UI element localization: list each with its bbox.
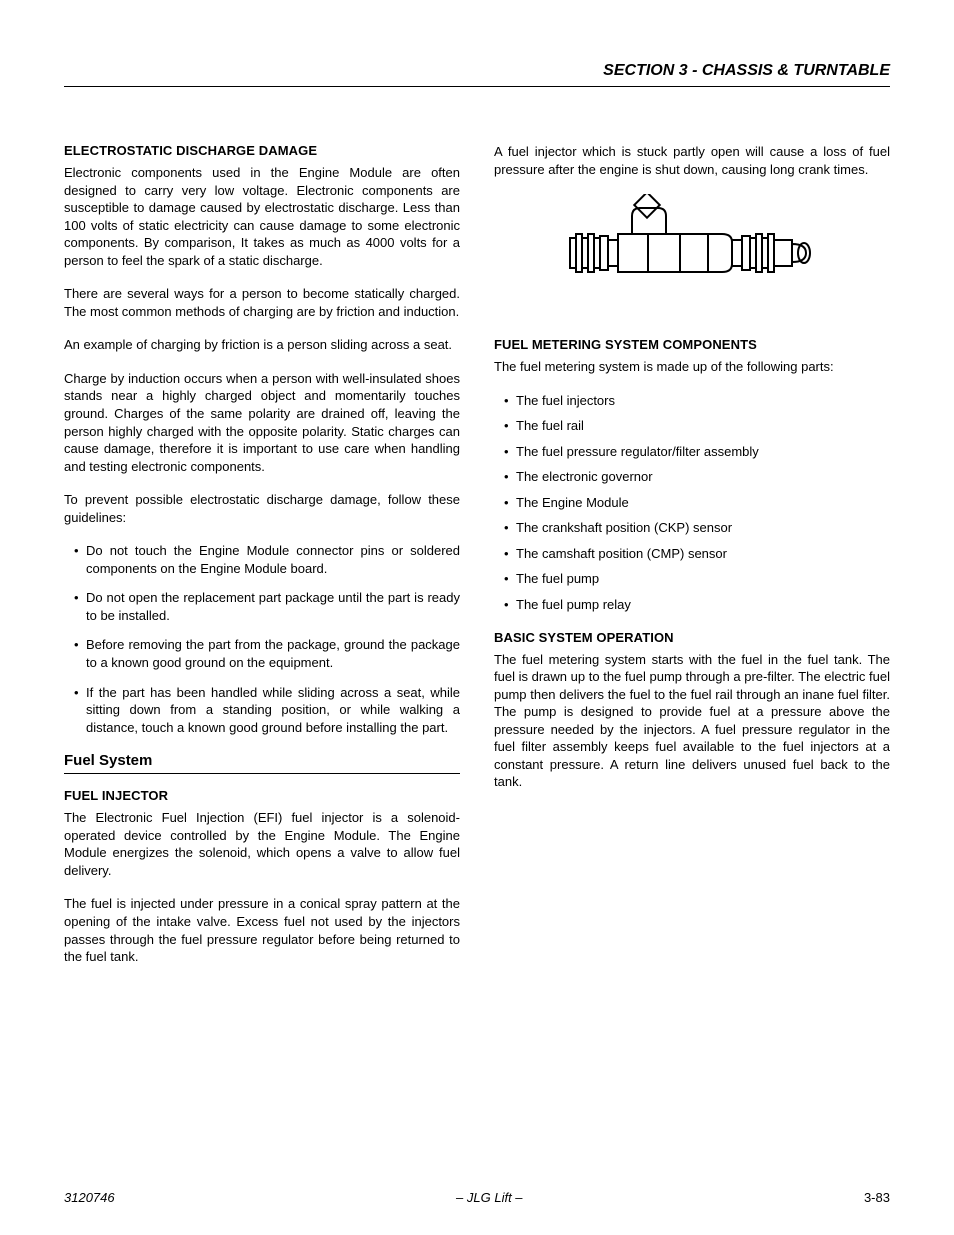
list-item: The crankshaft position (CKP) sensor	[494, 519, 890, 537]
page-footer: 3120746 – JLG Lift – 3-83	[64, 1190, 890, 1205]
footer-doc-number: 3120746	[64, 1190, 115, 1205]
metering-parts-list: The fuel injectors The fuel rail The fue…	[494, 392, 890, 614]
list-item: If the part has been handled while slidi…	[64, 684, 460, 737]
esd-p4: Charge by induction occurs when a person…	[64, 370, 460, 475]
section-title: SECTION 3 - CHASSIS & TURNTABLE	[603, 62, 890, 79]
footer-page: 3-83	[864, 1190, 890, 1205]
esd-p5: To prevent possible electrostatic discha…	[64, 491, 460, 526]
list-item: The fuel injectors	[494, 392, 890, 410]
fuel-injector-figure	[494, 194, 890, 309]
operation-p1: The fuel metering system starts with the…	[494, 651, 890, 791]
esd-guidelines-list: Do not touch the Engine Module connector…	[64, 542, 460, 736]
list-item: Do not open the replacement part package…	[64, 589, 460, 624]
esd-p3: An example of charging by friction is a …	[64, 336, 460, 354]
esd-p2: There are several ways for a person to b…	[64, 285, 460, 320]
fuel-injector-p1: The Electronic Fuel Injection (EFI) fuel…	[64, 809, 460, 879]
fuel-injector-icon	[562, 194, 822, 304]
fuel-injector-p2: The fuel is injected under pressure in a…	[64, 895, 460, 965]
esd-p1: Electronic components used in the Engine…	[64, 164, 460, 269]
list-item: The fuel pump relay	[494, 596, 890, 614]
left-column: ELECTROSTATIC DISCHARGE DAMAGE Electroni…	[64, 143, 460, 982]
fuel-system-rule	[64, 773, 460, 774]
list-item: The fuel pressure regulator/filter assem…	[494, 443, 890, 461]
list-item: Do not touch the Engine Module connector…	[64, 542, 460, 577]
list-item: The electronic governor	[494, 468, 890, 486]
metering-p1: The fuel metering system is made up of t…	[494, 358, 890, 376]
list-item: The fuel rail	[494, 417, 890, 435]
fuel-system-heading: Fuel System	[64, 752, 460, 769]
metering-heading: FUEL METERING SYSTEM COMPONENTS	[494, 337, 890, 352]
content-columns: ELECTROSTATIC DISCHARGE DAMAGE Electroni…	[64, 143, 890, 982]
list-item: The Engine Module	[494, 494, 890, 512]
right-column: A fuel injector which is stuck partly op…	[494, 143, 890, 982]
list-item: The camshaft position (CMP) sensor	[494, 545, 890, 563]
page-header: SECTION 3 - CHASSIS & TURNTABLE	[64, 62, 890, 87]
injector-stuck-p: A fuel injector which is stuck partly op…	[494, 143, 890, 178]
footer-center: – JLG Lift –	[456, 1190, 522, 1205]
list-item: The fuel pump	[494, 570, 890, 588]
fuel-injector-heading: FUEL INJECTOR	[64, 788, 460, 803]
operation-heading: BASIC SYSTEM OPERATION	[494, 630, 890, 645]
esd-heading: ELECTROSTATIC DISCHARGE DAMAGE	[64, 143, 460, 158]
list-item: Before removing the part from the packag…	[64, 636, 460, 671]
